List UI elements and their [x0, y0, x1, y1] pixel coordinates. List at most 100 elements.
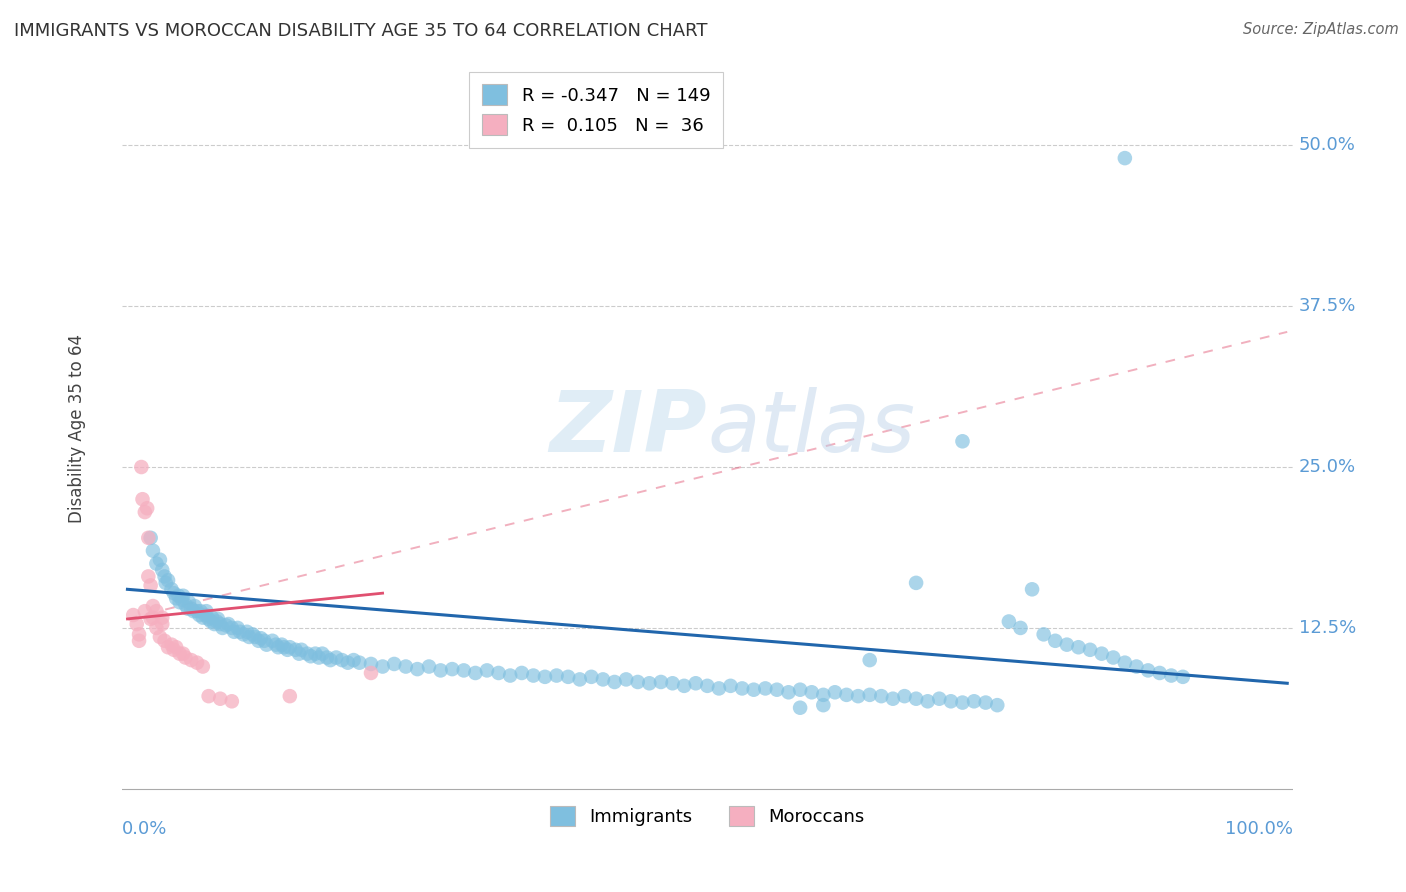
- Point: [720, 679, 742, 693]
- Point: [998, 615, 1021, 629]
- Point: [846, 689, 869, 703]
- Point: [870, 689, 893, 703]
- Point: [160, 638, 183, 652]
- Point: [1091, 647, 1114, 661]
- Point: [145, 621, 167, 635]
- Point: [278, 689, 301, 703]
- Point: [217, 617, 239, 632]
- Point: [262, 633, 284, 648]
- Point: [319, 653, 342, 667]
- Point: [614, 673, 637, 687]
- Point: [273, 640, 295, 655]
- Point: [905, 575, 928, 590]
- Point: [183, 599, 205, 613]
- Point: [136, 531, 159, 545]
- Point: [183, 604, 205, 618]
- Text: 100.0%: 100.0%: [1225, 821, 1294, 838]
- Point: [169, 647, 191, 661]
- Point: [174, 598, 197, 612]
- Point: [221, 694, 243, 708]
- Point: [163, 642, 186, 657]
- Point: [172, 647, 194, 661]
- Point: [336, 656, 359, 670]
- Point: [180, 653, 202, 667]
- Point: [160, 582, 183, 597]
- Point: [136, 569, 159, 583]
- Text: ZIP: ZIP: [550, 387, 707, 470]
- Point: [382, 657, 405, 671]
- Point: [221, 621, 243, 635]
- Point: [395, 659, 418, 673]
- Point: [685, 676, 707, 690]
- Point: [157, 640, 180, 655]
- Text: atlas: atlas: [707, 387, 915, 470]
- Point: [186, 604, 208, 618]
- Point: [288, 647, 311, 661]
- Point: [145, 604, 167, 618]
- Point: [150, 563, 173, 577]
- Point: [510, 665, 533, 680]
- Point: [859, 653, 882, 667]
- Point: [534, 670, 557, 684]
- Point: [243, 630, 266, 644]
- Point: [205, 615, 228, 629]
- Point: [150, 617, 173, 632]
- Point: [264, 638, 287, 652]
- Point: [188, 608, 211, 623]
- Point: [142, 543, 165, 558]
- Text: 0.0%: 0.0%: [122, 821, 167, 838]
- Point: [963, 694, 986, 708]
- Point: [311, 647, 333, 661]
- Point: [242, 627, 264, 641]
- Point: [200, 615, 222, 629]
- Legend: Immigrants, Moroccans: Immigrants, Moroccans: [543, 798, 872, 834]
- Point: [952, 696, 974, 710]
- Text: 50.0%: 50.0%: [1299, 136, 1355, 154]
- Point: [253, 633, 276, 648]
- Text: Disability Age 35 to 64: Disability Age 35 to 64: [67, 334, 86, 523]
- Text: 25.0%: 25.0%: [1299, 458, 1355, 476]
- Point: [238, 630, 260, 644]
- Point: [169, 595, 191, 609]
- Point: [557, 670, 579, 684]
- Point: [267, 640, 290, 655]
- Text: Source: ZipAtlas.com: Source: ZipAtlas.com: [1243, 22, 1399, 37]
- Text: 37.5%: 37.5%: [1299, 297, 1357, 315]
- Point: [824, 685, 846, 699]
- Point: [893, 689, 915, 703]
- Point: [778, 685, 800, 699]
- Point: [139, 531, 162, 545]
- Point: [974, 696, 997, 710]
- Point: [800, 685, 823, 699]
- Point: [661, 676, 683, 690]
- Point: [592, 673, 614, 687]
- Point: [360, 657, 382, 671]
- Point: [131, 460, 153, 475]
- Point: [256, 638, 278, 652]
- Point: [304, 647, 326, 661]
- Point: [650, 675, 672, 690]
- Point: [207, 612, 229, 626]
- Point: [172, 589, 194, 603]
- Point: [1102, 650, 1125, 665]
- Point: [191, 659, 214, 673]
- Point: [191, 610, 214, 624]
- Point: [568, 673, 591, 687]
- Point: [177, 601, 200, 615]
- Point: [145, 557, 167, 571]
- Point: [813, 698, 835, 713]
- Point: [197, 689, 219, 703]
- Point: [731, 681, 754, 696]
- Point: [499, 668, 522, 682]
- Point: [194, 608, 217, 623]
- Point: [150, 610, 173, 624]
- Point: [122, 608, 145, 623]
- Point: [316, 650, 339, 665]
- Point: [1137, 664, 1160, 678]
- Point: [134, 505, 156, 519]
- Point: [128, 633, 150, 648]
- Point: [488, 665, 510, 680]
- Point: [226, 621, 249, 635]
- Point: [453, 664, 475, 678]
- Point: [1056, 638, 1078, 652]
